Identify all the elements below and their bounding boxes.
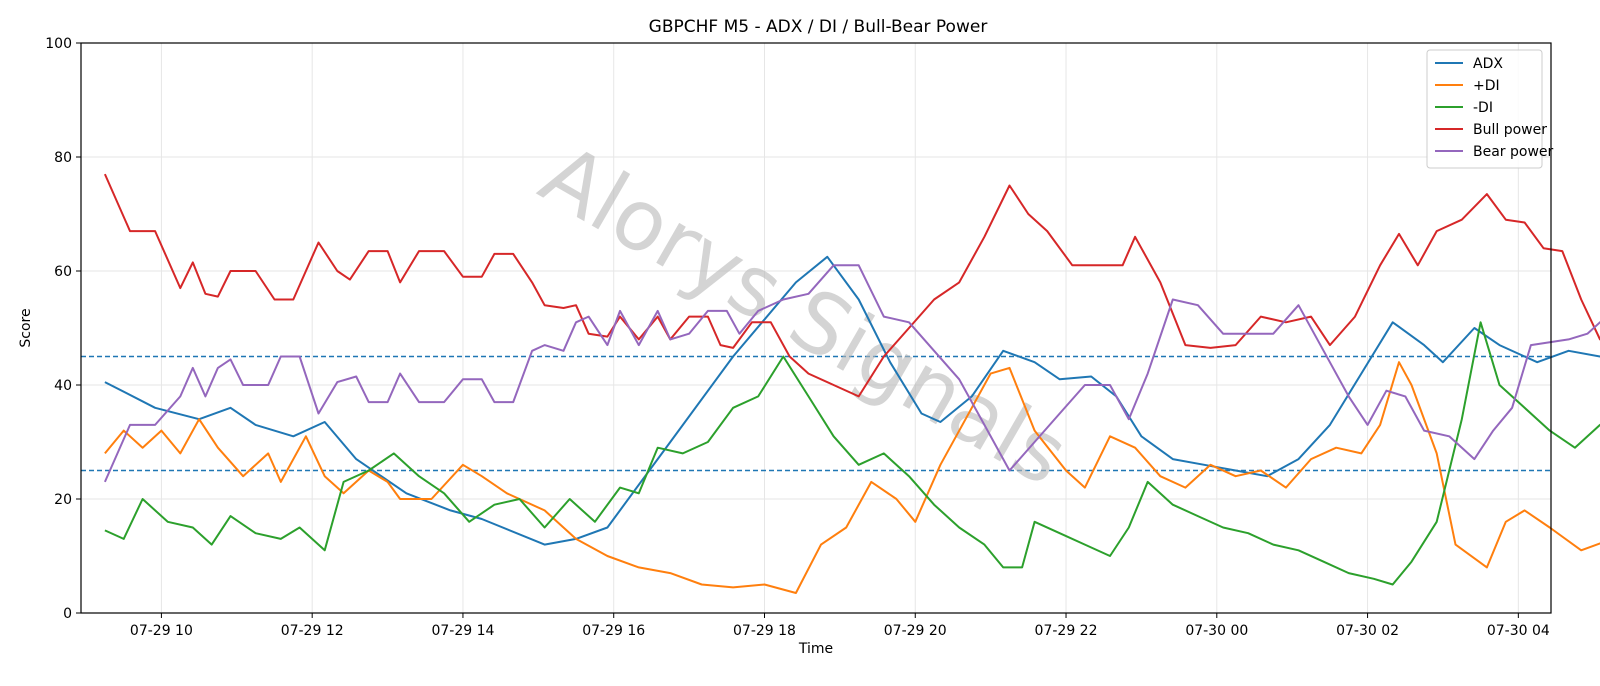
series-line--di <box>104 321 1600 586</box>
plot-frame <box>80 42 1552 614</box>
x-tick-label: 07-30 04 <box>1487 623 1550 639</box>
x-axis: 07-29 10 07-29 12 07-29 14 07-29 16 07-29 18… <box>130 613 1550 639</box>
legend-label: Bull power <box>1473 122 1547 138</box>
x-tick-label: 07-30 00 <box>1185 623 1248 639</box>
x-axis-label: Time <box>798 641 833 657</box>
y-tick-label: 60 <box>54 264 72 280</box>
reference-lines <box>81 355 1551 472</box>
y-axis: 0 20 40 60 80 100 <box>45 36 81 622</box>
x-tick-label: 07-29 14 <box>431 623 494 639</box>
x-tick-label: 07-29 16 <box>582 623 645 639</box>
series-line--di <box>104 361 1600 594</box>
x-tick-label: 07-29 18 <box>733 623 796 639</box>
x-tick-label: 07-30 02 <box>1336 623 1399 639</box>
legend-label: Bear power <box>1473 144 1554 160</box>
x-tick-label: 07-29 20 <box>884 623 947 639</box>
legend: ADX +DI -DI Bull power Bear power <box>1426 49 1554 169</box>
y-tick-label: 80 <box>54 150 72 166</box>
y-tick-label: 100 <box>45 36 72 52</box>
legend-label: -DI <box>1473 100 1493 116</box>
legend-label: +DI <box>1473 78 1500 94</box>
x-tick-label: 07-29 10 <box>130 623 193 639</box>
series-lines <box>103 173 1600 594</box>
series-line-bear-power <box>103 264 1600 483</box>
legend-box <box>1426 49 1543 169</box>
x-tick-label: 07-29 12 <box>281 623 344 639</box>
series-line-adx <box>104 255 1600 546</box>
y-tick-label: 20 <box>54 492 72 508</box>
y-tick-label: 0 <box>63 606 72 622</box>
y-tick-label: 40 <box>54 378 72 394</box>
chart-title: GBPCHF M5 - ADX / DI / Bull-Bear Power <box>649 17 988 37</box>
y-axis-label: Score <box>18 308 34 347</box>
legend-label: ADX <box>1473 56 1503 72</box>
series-line-bull-power <box>103 173 1600 398</box>
x-tick-label: 07-29 22 <box>1035 623 1098 639</box>
